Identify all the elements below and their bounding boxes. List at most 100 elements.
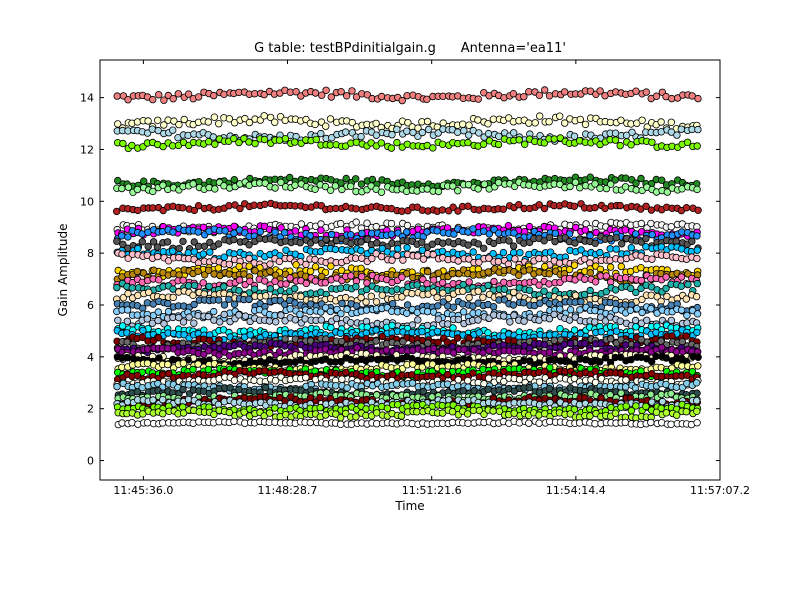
data-point (459, 120, 467, 128)
data-point (277, 311, 285, 319)
data-point (134, 244, 142, 253)
data-point (591, 203, 599, 212)
data-point (484, 281, 492, 290)
data-point (150, 266, 158, 274)
data-point (229, 134, 238, 143)
data-point (210, 113, 219, 121)
data-point (154, 126, 162, 135)
y-tick-label: 2 (87, 403, 94, 416)
data-point (260, 112, 268, 120)
data-point (189, 365, 197, 374)
data-point (280, 228, 289, 237)
data-point (286, 173, 294, 182)
data-point (433, 293, 441, 302)
data-point (423, 95, 431, 103)
data-point (337, 219, 345, 228)
data-point (214, 296, 223, 304)
data-point (190, 206, 199, 215)
data-point (211, 185, 219, 193)
data-point (301, 315, 309, 323)
data-point (464, 241, 472, 249)
data-point (255, 234, 264, 243)
data-point (638, 308, 646, 317)
data-point (505, 237, 513, 245)
data-point (343, 92, 351, 100)
data-point (490, 239, 498, 248)
data-point (692, 292, 701, 301)
data-point (291, 316, 299, 324)
data-point (403, 228, 411, 236)
data-point (596, 248, 604, 257)
data-point (642, 88, 650, 96)
data-point (694, 94, 702, 103)
data-point (266, 260, 274, 268)
data-point (113, 92, 121, 100)
data-point (626, 306, 635, 314)
data-point (535, 91, 544, 99)
data-point (317, 129, 325, 138)
x-axis-title: Time (394, 499, 424, 513)
data-point (463, 360, 472, 368)
data-point (159, 181, 167, 189)
data-point (378, 244, 386, 253)
data-point (322, 235, 330, 244)
data-point (114, 316, 122, 324)
data-point (611, 286, 620, 294)
data-point (606, 263, 615, 271)
data-point (342, 368, 350, 377)
data-point (683, 138, 692, 146)
data-point (621, 341, 630, 349)
data-point (220, 301, 229, 309)
data-point (662, 251, 671, 260)
data-point (322, 86, 330, 94)
data-point (204, 137, 213, 146)
data-point (576, 306, 584, 314)
data-point (260, 135, 269, 144)
data-point (561, 119, 569, 127)
data-point (464, 419, 472, 427)
data-point (413, 408, 421, 416)
data-point (357, 132, 365, 141)
data-point (673, 131, 681, 139)
data-point (317, 316, 325, 324)
data-point (509, 248, 518, 257)
data-point (328, 230, 336, 239)
series-6 (112, 199, 702, 216)
data-point (291, 181, 299, 189)
data-point (510, 229, 518, 237)
data-point (331, 245, 340, 254)
data-point (230, 175, 238, 184)
data-point (306, 307, 314, 316)
data-point (663, 188, 671, 196)
data-point (236, 204, 244, 213)
data-point (179, 237, 187, 246)
data-point (474, 116, 482, 124)
data-point (184, 90, 193, 98)
data-point (159, 142, 167, 151)
y-tick-label: 10 (80, 195, 94, 208)
data-point (469, 369, 477, 377)
data-point (586, 173, 594, 181)
data-point (465, 293, 473, 302)
x-tick-label: 11:51:21.6 (402, 484, 462, 497)
data-point (199, 279, 207, 287)
data-point (331, 182, 340, 190)
data-point (424, 267, 432, 276)
data-point (525, 87, 533, 96)
data-point (692, 379, 701, 387)
data-point (302, 279, 310, 288)
data-point (423, 117, 432, 126)
data-point (403, 127, 411, 135)
data-point (398, 207, 406, 215)
data-point (540, 237, 548, 245)
data-point (465, 121, 473, 129)
data-point (667, 420, 675, 428)
data-point (231, 201, 239, 209)
data-point (693, 310, 702, 318)
data-point (459, 308, 468, 316)
data-point (372, 337, 380, 345)
data-point (423, 307, 432, 316)
data-point (545, 348, 554, 357)
data-point (602, 272, 610, 280)
data-point (362, 298, 370, 306)
